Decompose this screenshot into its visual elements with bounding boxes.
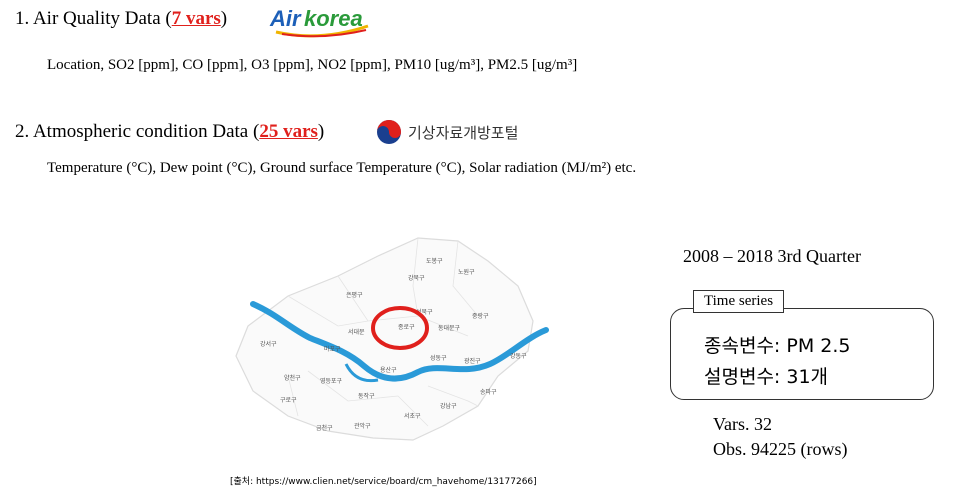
section2-variables: Temperature (°C), Dew point (°C), Ground… — [47, 160, 637, 176]
district-label: 종로구 — [398, 324, 415, 331]
section1-heading: 1. Air Quality Data (7 vars) — [15, 8, 228, 29]
district-label: 영등포구 — [320, 377, 343, 385]
independent-variables: 설명변수: 31개 — [704, 366, 829, 388]
timeseries-tag: Time series — [693, 290, 785, 313]
district-label: 관악구 — [354, 422, 371, 430]
district-label: 강남구 — [440, 402, 457, 410]
district-label: 노원구 — [458, 268, 475, 276]
district-label: 중랑구 — [472, 313, 489, 320]
district-label: 구로구 — [280, 397, 297, 404]
section1-count: 7 vars — [171, 8, 221, 29]
period-label: 2008 – 2018 3rd Quarter — [683, 246, 861, 266]
map-outline — [235, 237, 534, 441]
han-river — [250, 301, 549, 382]
district-label: 은평구 — [346, 291, 363, 299]
district-borders — [287, 237, 479, 427]
district-label: 성북구 — [416, 308, 433, 316]
district-label: 강서구 — [260, 340, 277, 348]
kma-logo: 기상자료개방포털 — [376, 118, 536, 146]
obs-count: Obs. 94225 (rows) — [713, 439, 848, 459]
district-label: 동작구 — [358, 393, 375, 400]
district-label: 강북구 — [408, 274, 425, 282]
district-label: 마포구 — [324, 345, 341, 353]
timeseries-box — [670, 308, 934, 400]
district-label: 서초구 — [404, 412, 421, 420]
district-label: 광진구 — [464, 357, 481, 365]
district-label: 성동구 — [430, 354, 447, 362]
airkorea-swoosh-icon — [275, 24, 369, 38]
source-caption: [출처: https://www.clien.net/service/board… — [230, 477, 537, 487]
district-label: 도봉구 — [426, 257, 443, 265]
district-label: 금천구 — [316, 424, 333, 432]
district-label: 양천구 — [284, 374, 301, 382]
district-label: 송파구 — [480, 388, 497, 396]
district-label: 강동구 — [510, 352, 527, 360]
taegeuk-icon — [377, 120, 401, 144]
dependent-variable: 종속변수: PM 2.5 — [704, 335, 851, 357]
district-label: 동대문구 — [438, 324, 461, 332]
district-label: 용산구 — [380, 366, 397, 374]
section1-variables: Location, SO2 [ppm], CO [ppm], O3 [ppm],… — [47, 57, 578, 73]
seoul-map: 도봉구 노원구 강북구 은평구 성북구 중랑구 종로구 동대문구 서대문 강서구… — [235, 237, 549, 441]
section2-heading: 2. Atmospheric condition Data (25 vars) — [15, 121, 325, 142]
vars-count: Vars. 32 — [713, 414, 772, 434]
airkorea-logo: Air korea — [268, 4, 372, 38]
district-label: 서대문 — [348, 328, 365, 336]
section2-count: 25 vars — [259, 121, 318, 142]
highlight-circle — [371, 306, 429, 350]
river-branch — [344, 363, 379, 383]
